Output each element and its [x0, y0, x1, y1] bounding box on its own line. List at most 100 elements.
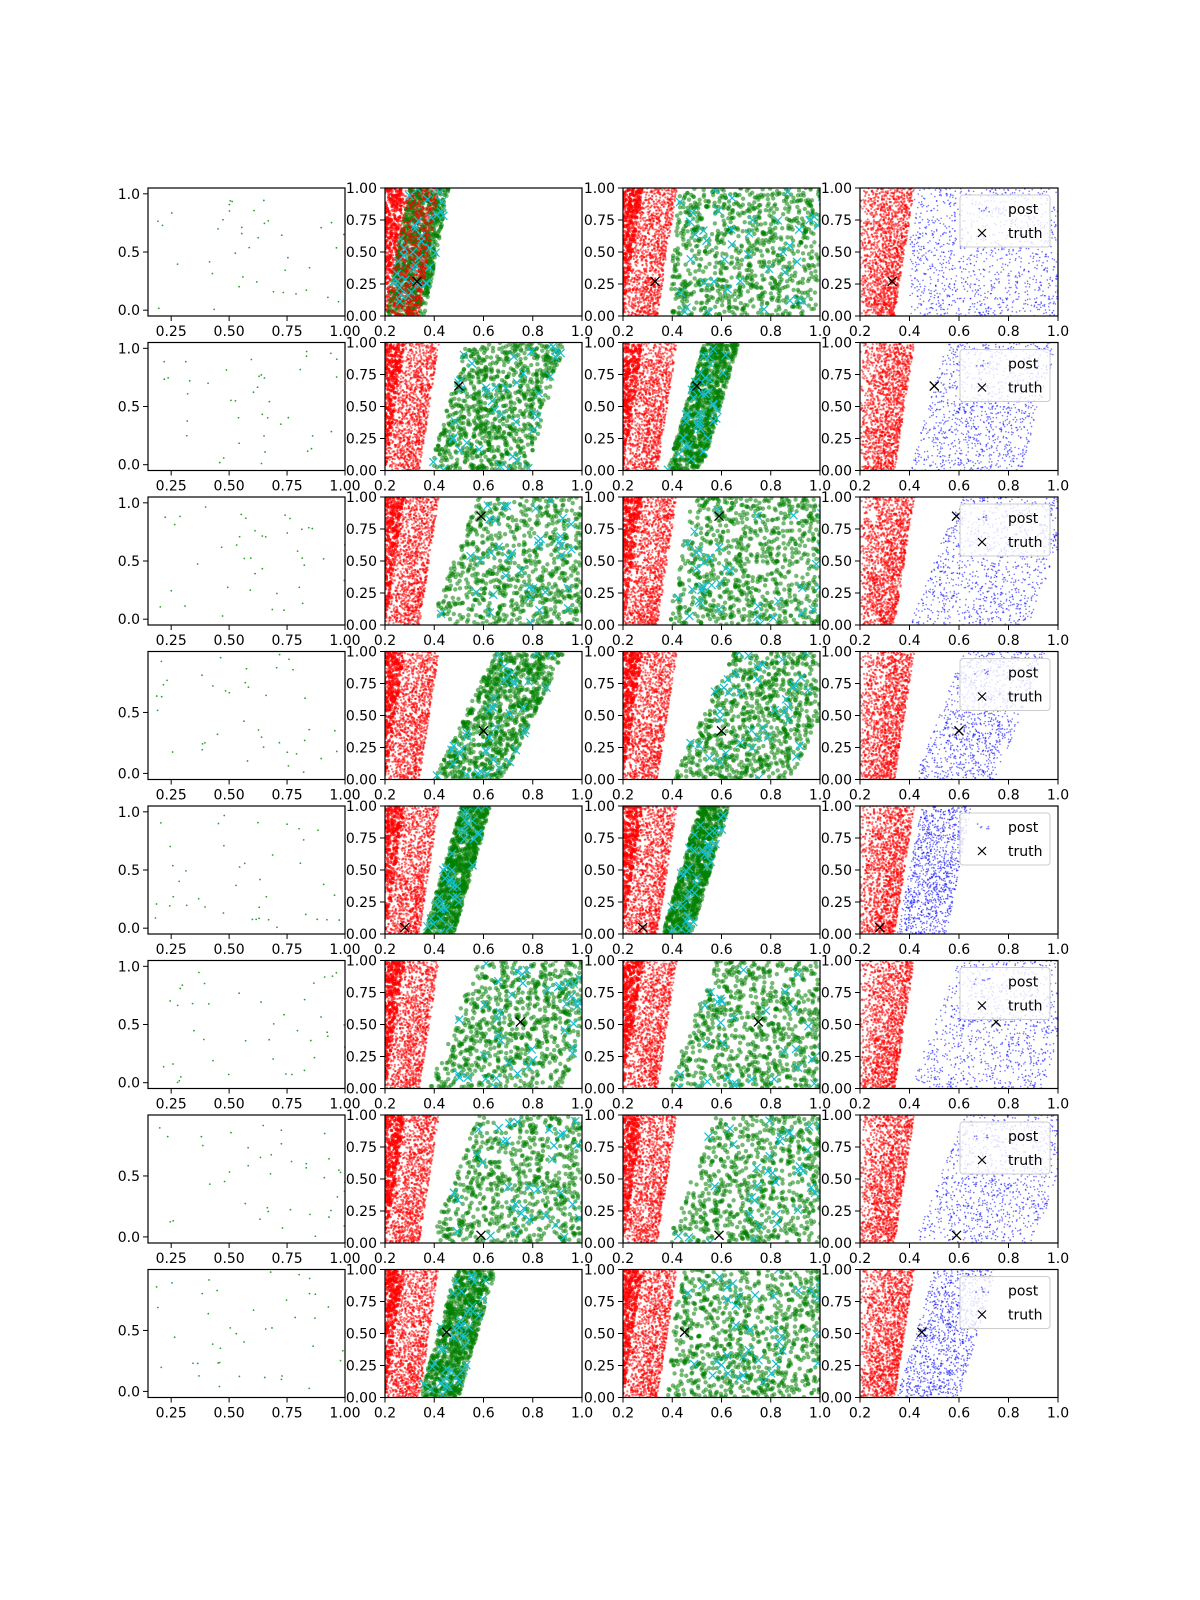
green-sample-point	[697, 249, 701, 253]
green-sample-point	[779, 237, 783, 241]
red-sample-point	[646, 191, 648, 193]
obs-point	[222, 219, 224, 221]
red-sample-point	[650, 313, 652, 315]
red-sample-point	[655, 296, 657, 298]
red-sample-point	[398, 307, 400, 309]
red-sample-point	[398, 310, 400, 312]
red-sample-point	[377, 255, 380, 258]
red-sample-point	[399, 220, 401, 222]
green-sample-point	[809, 271, 813, 275]
obs-point	[257, 237, 259, 239]
green-sample-point	[695, 244, 699, 248]
green-sample-point	[678, 211, 682, 215]
green-sample-point	[714, 245, 718, 249]
red-sample-point	[377, 272, 380, 275]
red-sample-point	[659, 293, 661, 295]
green-sample-point	[781, 257, 785, 261]
red-sample-point	[636, 259, 638, 261]
red-sample-point	[387, 286, 390, 289]
red-sample-point	[375, 296, 378, 299]
red-sample-point	[633, 287, 635, 289]
red-sample-point	[381, 222, 384, 225]
green-sample-point	[713, 254, 717, 258]
green-sample-point	[767, 260, 771, 264]
red-sample-point	[376, 299, 379, 302]
red-sample-point	[669, 219, 671, 221]
green-sample-point	[697, 268, 701, 272]
green-sample-point	[697, 198, 701, 202]
red-sample-point	[669, 222, 671, 224]
red-sample-point	[665, 259, 667, 261]
red-sample-point	[645, 282, 647, 284]
red-sample-point	[627, 273, 629, 275]
red-sample-point	[420, 249, 422, 251]
red-sample-point	[370, 296, 373, 299]
green-sample-point	[725, 206, 729, 210]
red-sample-point	[409, 204, 411, 206]
green-sample-point	[762, 232, 766, 236]
red-sample-point	[407, 229, 409, 231]
red-sample-point	[374, 265, 377, 268]
red-sample-point	[377, 270, 380, 273]
red-sample-point	[408, 306, 410, 308]
red-sample-point	[420, 266, 422, 268]
green-sample-point	[806, 263, 810, 267]
green-sample-point	[709, 295, 713, 299]
red-sample-point	[398, 265, 400, 267]
red-sample-point	[381, 267, 384, 270]
red-sample-point	[377, 288, 380, 291]
green-sample-point	[728, 212, 732, 216]
green-sample-point	[671, 309, 675, 313]
axes-frame	[148, 188, 345, 316]
red-sample-point	[381, 277, 384, 280]
red-sample-point	[641, 301, 643, 303]
panel-r1-c2: 0.2 0.4 0.6 0.8 1.00.000.250.500.751.00	[346, 181, 593, 340]
red-sample-point	[381, 305, 384, 308]
red-sample-point	[410, 213, 412, 215]
red-sample-point	[427, 193, 429, 195]
red-sample-point	[406, 264, 408, 266]
green-sample-point	[779, 277, 783, 281]
green-sample-point	[740, 258, 744, 262]
red-sample-point	[655, 302, 657, 304]
red-sample-point	[390, 199, 393, 202]
green-sample-point	[671, 254, 675, 258]
x-tick-label: 0.25	[156, 324, 187, 340]
red-sample-point	[381, 258, 384, 261]
red-sample-point	[378, 303, 381, 306]
green-sample-point	[692, 187, 696, 191]
red-sample-point	[397, 217, 400, 220]
green-sample-point	[737, 273, 741, 277]
green-sample-point	[810, 255, 814, 259]
red-sample-point	[430, 193, 432, 195]
red-sample-point	[380, 236, 383, 239]
red-sample-point	[381, 286, 384, 289]
green-sample-point	[773, 202, 777, 206]
green-sample-point	[701, 269, 705, 273]
red-sample-point	[647, 296, 649, 298]
red-sample-point	[425, 226, 427, 228]
red-sample-point	[409, 242, 411, 244]
red-sample-point	[380, 310, 383, 313]
green-sample-point	[726, 216, 730, 220]
green-sample-point	[692, 276, 696, 280]
red-sample-point	[644, 273, 646, 275]
red-sample-point	[662, 279, 664, 281]
red-sample-point	[634, 247, 636, 249]
green-sample-point	[685, 191, 689, 195]
green-sample-point	[807, 277, 811, 281]
red-sample-point	[647, 232, 649, 234]
red-sample-point	[379, 280, 382, 283]
red-sample-point	[668, 235, 670, 237]
red-sample-point	[647, 200, 649, 202]
red-sample-point	[659, 207, 661, 209]
red-sample-point	[377, 232, 380, 235]
red-sample-point	[653, 203, 655, 205]
red-sample-point	[660, 213, 662, 215]
red-sample-point	[388, 244, 391, 247]
red-sample-point	[646, 225, 648, 227]
green-sample-point	[774, 308, 778, 312]
red-sample-point	[645, 236, 647, 238]
red-sample-point	[406, 286, 408, 288]
red-sample-point	[641, 278, 643, 280]
